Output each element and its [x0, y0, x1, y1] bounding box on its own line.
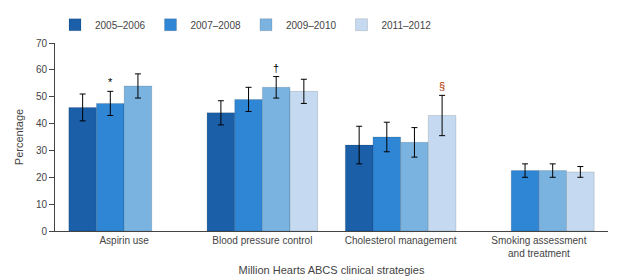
- svg-text:Blood pressure control: Blood pressure control: [212, 235, 312, 246]
- svg-text:Smoking assessmentand treatmen: Smoking assessmentand treatment: [491, 235, 586, 259]
- svg-text:2009–2010: 2009–2010: [286, 20, 336, 31]
- svg-text:60: 60: [36, 64, 48, 75]
- svg-text:50: 50: [36, 91, 48, 102]
- svg-text:20: 20: [36, 172, 48, 183]
- svg-text:2011–2012: 2011–2012: [381, 20, 431, 31]
- svg-text:70: 70: [36, 38, 48, 49]
- svg-text:Million Hearts ABCS clinical s: Million Hearts ABCS clinical strategies: [239, 264, 425, 276]
- svg-text:2007–2008: 2007–2008: [190, 20, 240, 31]
- svg-text:Cholesterol management: Cholesterol management: [345, 235, 457, 246]
- svg-text:10: 10: [36, 199, 48, 210]
- svg-text:†: †: [273, 62, 279, 74]
- svg-text:40: 40: [36, 118, 48, 129]
- svg-text:0: 0: [41, 226, 47, 237]
- svg-text:2005–2006: 2005–2006: [95, 20, 145, 31]
- svg-text:Aspirin use: Aspirin use: [99, 235, 149, 246]
- svg-text:*: *: [108, 76, 113, 88]
- svg-text:Percentage: Percentage: [13, 109, 25, 165]
- svg-text:30: 30: [36, 145, 48, 156]
- svg-text:§: §: [439, 80, 445, 92]
